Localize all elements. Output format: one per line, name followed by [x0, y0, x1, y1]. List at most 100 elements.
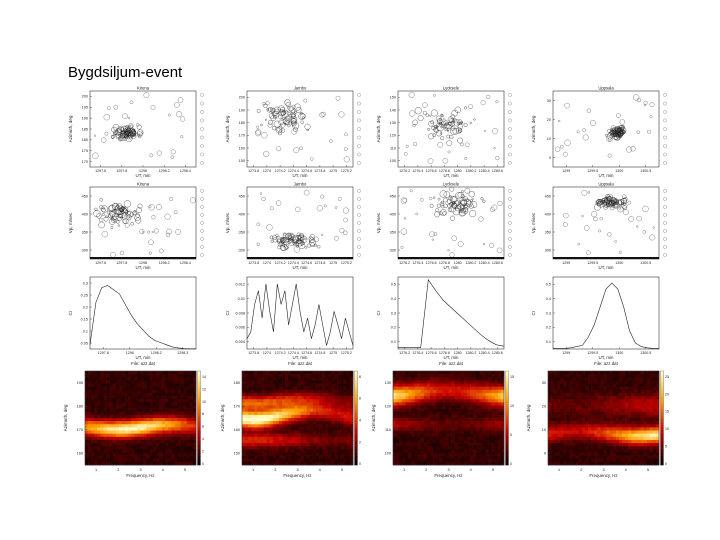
heatmap-cell [436, 421, 440, 425]
heatmap-cell [551, 377, 555, 381]
heatmap-cell [445, 430, 449, 434]
y-tick-label: 10 [547, 137, 551, 141]
heatmap-cell [563, 371, 567, 375]
heatmap-cell [140, 399, 144, 403]
heatmap-cell [91, 430, 95, 434]
heatmap-cell [500, 414, 505, 419]
heatmap-cell [251, 408, 255, 413]
heatmap-cell [309, 408, 314, 413]
scatter-point [442, 158, 449, 164]
heatmap-cell [85, 418, 89, 422]
scatter-point [633, 94, 640, 101]
heatmap-cell [88, 411, 92, 416]
scatter-point [596, 201, 599, 204]
colorbar-step [505, 462, 509, 466]
heatmap-cell [263, 458, 267, 463]
heatmap-cell [566, 386, 570, 391]
scatter-point [412, 119, 418, 126]
heatmap-cell [100, 405, 104, 409]
heatmap-cell [408, 414, 412, 419]
heatmap-cell [183, 433, 188, 438]
heatmap-cell [467, 374, 471, 378]
heatmap-cell [566, 408, 570, 413]
heatmap-cell [131, 392, 135, 397]
heatmap-cell [581, 408, 586, 413]
heatmap-cell [171, 446, 175, 450]
scatter-point [117, 214, 122, 219]
heatmap-cell [143, 389, 147, 394]
heatmap-cell [177, 427, 181, 431]
heatmap-cell [473, 427, 477, 431]
heatmap-cell [470, 414, 474, 419]
scatter-point [264, 118, 267, 121]
heatmap-cell [548, 377, 552, 381]
y-tick-label: 100 [390, 159, 396, 163]
heatmap-cell [476, 424, 480, 428]
heatmap-cell [162, 439, 166, 444]
colorbar-step [197, 448, 201, 452]
heatmap-cell [263, 443, 267, 447]
heatmap-cell [554, 455, 558, 460]
scatter-point [304, 123, 311, 130]
heatmap-cell [485, 449, 489, 453]
heatmap-cell [134, 371, 138, 375]
heatmap-cell [137, 389, 141, 394]
heatmap-cell [131, 418, 135, 422]
heatmap-cell [581, 430, 586, 434]
heatmap-cell [328, 443, 332, 447]
heatmap-cell [100, 458, 104, 463]
colorbar-step [354, 408, 358, 412]
scatter-point [577, 243, 580, 246]
heatmap-cell [279, 458, 283, 463]
heatmap-cell [140, 424, 144, 428]
heatmap-cell [575, 386, 580, 391]
heatmap-cell [294, 399, 298, 403]
heatmap-cell [457, 427, 462, 431]
heatmap-cell [463, 392, 468, 397]
heatmap-cell [500, 433, 505, 438]
heatmap-cell [467, 411, 471, 416]
heatmap-cell [155, 418, 160, 422]
heatmap-cell [248, 386, 252, 391]
heatmap-cell [146, 399, 151, 403]
heatmap-cell [282, 436, 286, 441]
heatmap-cell [343, 427, 348, 431]
heatmap-cell [159, 421, 163, 425]
heatmap-cell [134, 439, 138, 444]
heatmap-cell [569, 383, 573, 387]
heatmap-cell [100, 461, 104, 466]
scatter-point [452, 208, 460, 216]
heatmap-cell [103, 443, 107, 447]
heatmap-cell [155, 433, 160, 438]
heatmap-cell [554, 433, 558, 438]
heatmap-cell [294, 452, 298, 456]
heatmap-cell [554, 389, 558, 394]
scatter-point [287, 106, 291, 110]
heatmap-cell [122, 458, 126, 463]
scatter-point [486, 94, 491, 99]
colorbar-step [505, 401, 509, 405]
heatmap-cell [159, 443, 163, 447]
heatmap-cell [115, 449, 120, 453]
heatmap-cell [143, 458, 147, 463]
heatmap-cell [177, 430, 181, 434]
heatmap-cell [479, 436, 483, 441]
heatmap-cell [149, 399, 154, 403]
heatmap-cell [334, 424, 338, 428]
heatmap-cell [414, 436, 418, 441]
heatmap-cell [177, 414, 181, 419]
heatmap-cell [454, 452, 459, 456]
scatter-point [113, 133, 116, 136]
heatmap-cell [334, 433, 338, 438]
heatmap-cell [557, 386, 561, 391]
heatmap-cell [275, 455, 280, 460]
heatmap-cell [436, 371, 440, 375]
heatmap-cell [282, 458, 286, 463]
heatmap-cell [454, 383, 459, 387]
heatmap-cell [402, 449, 406, 453]
heatmap-cell [91, 446, 95, 450]
heatmap-cell [88, 424, 92, 428]
heatmap-cell [248, 458, 252, 463]
heatmap-cell [103, 427, 107, 431]
heatmap-cell [430, 399, 434, 403]
